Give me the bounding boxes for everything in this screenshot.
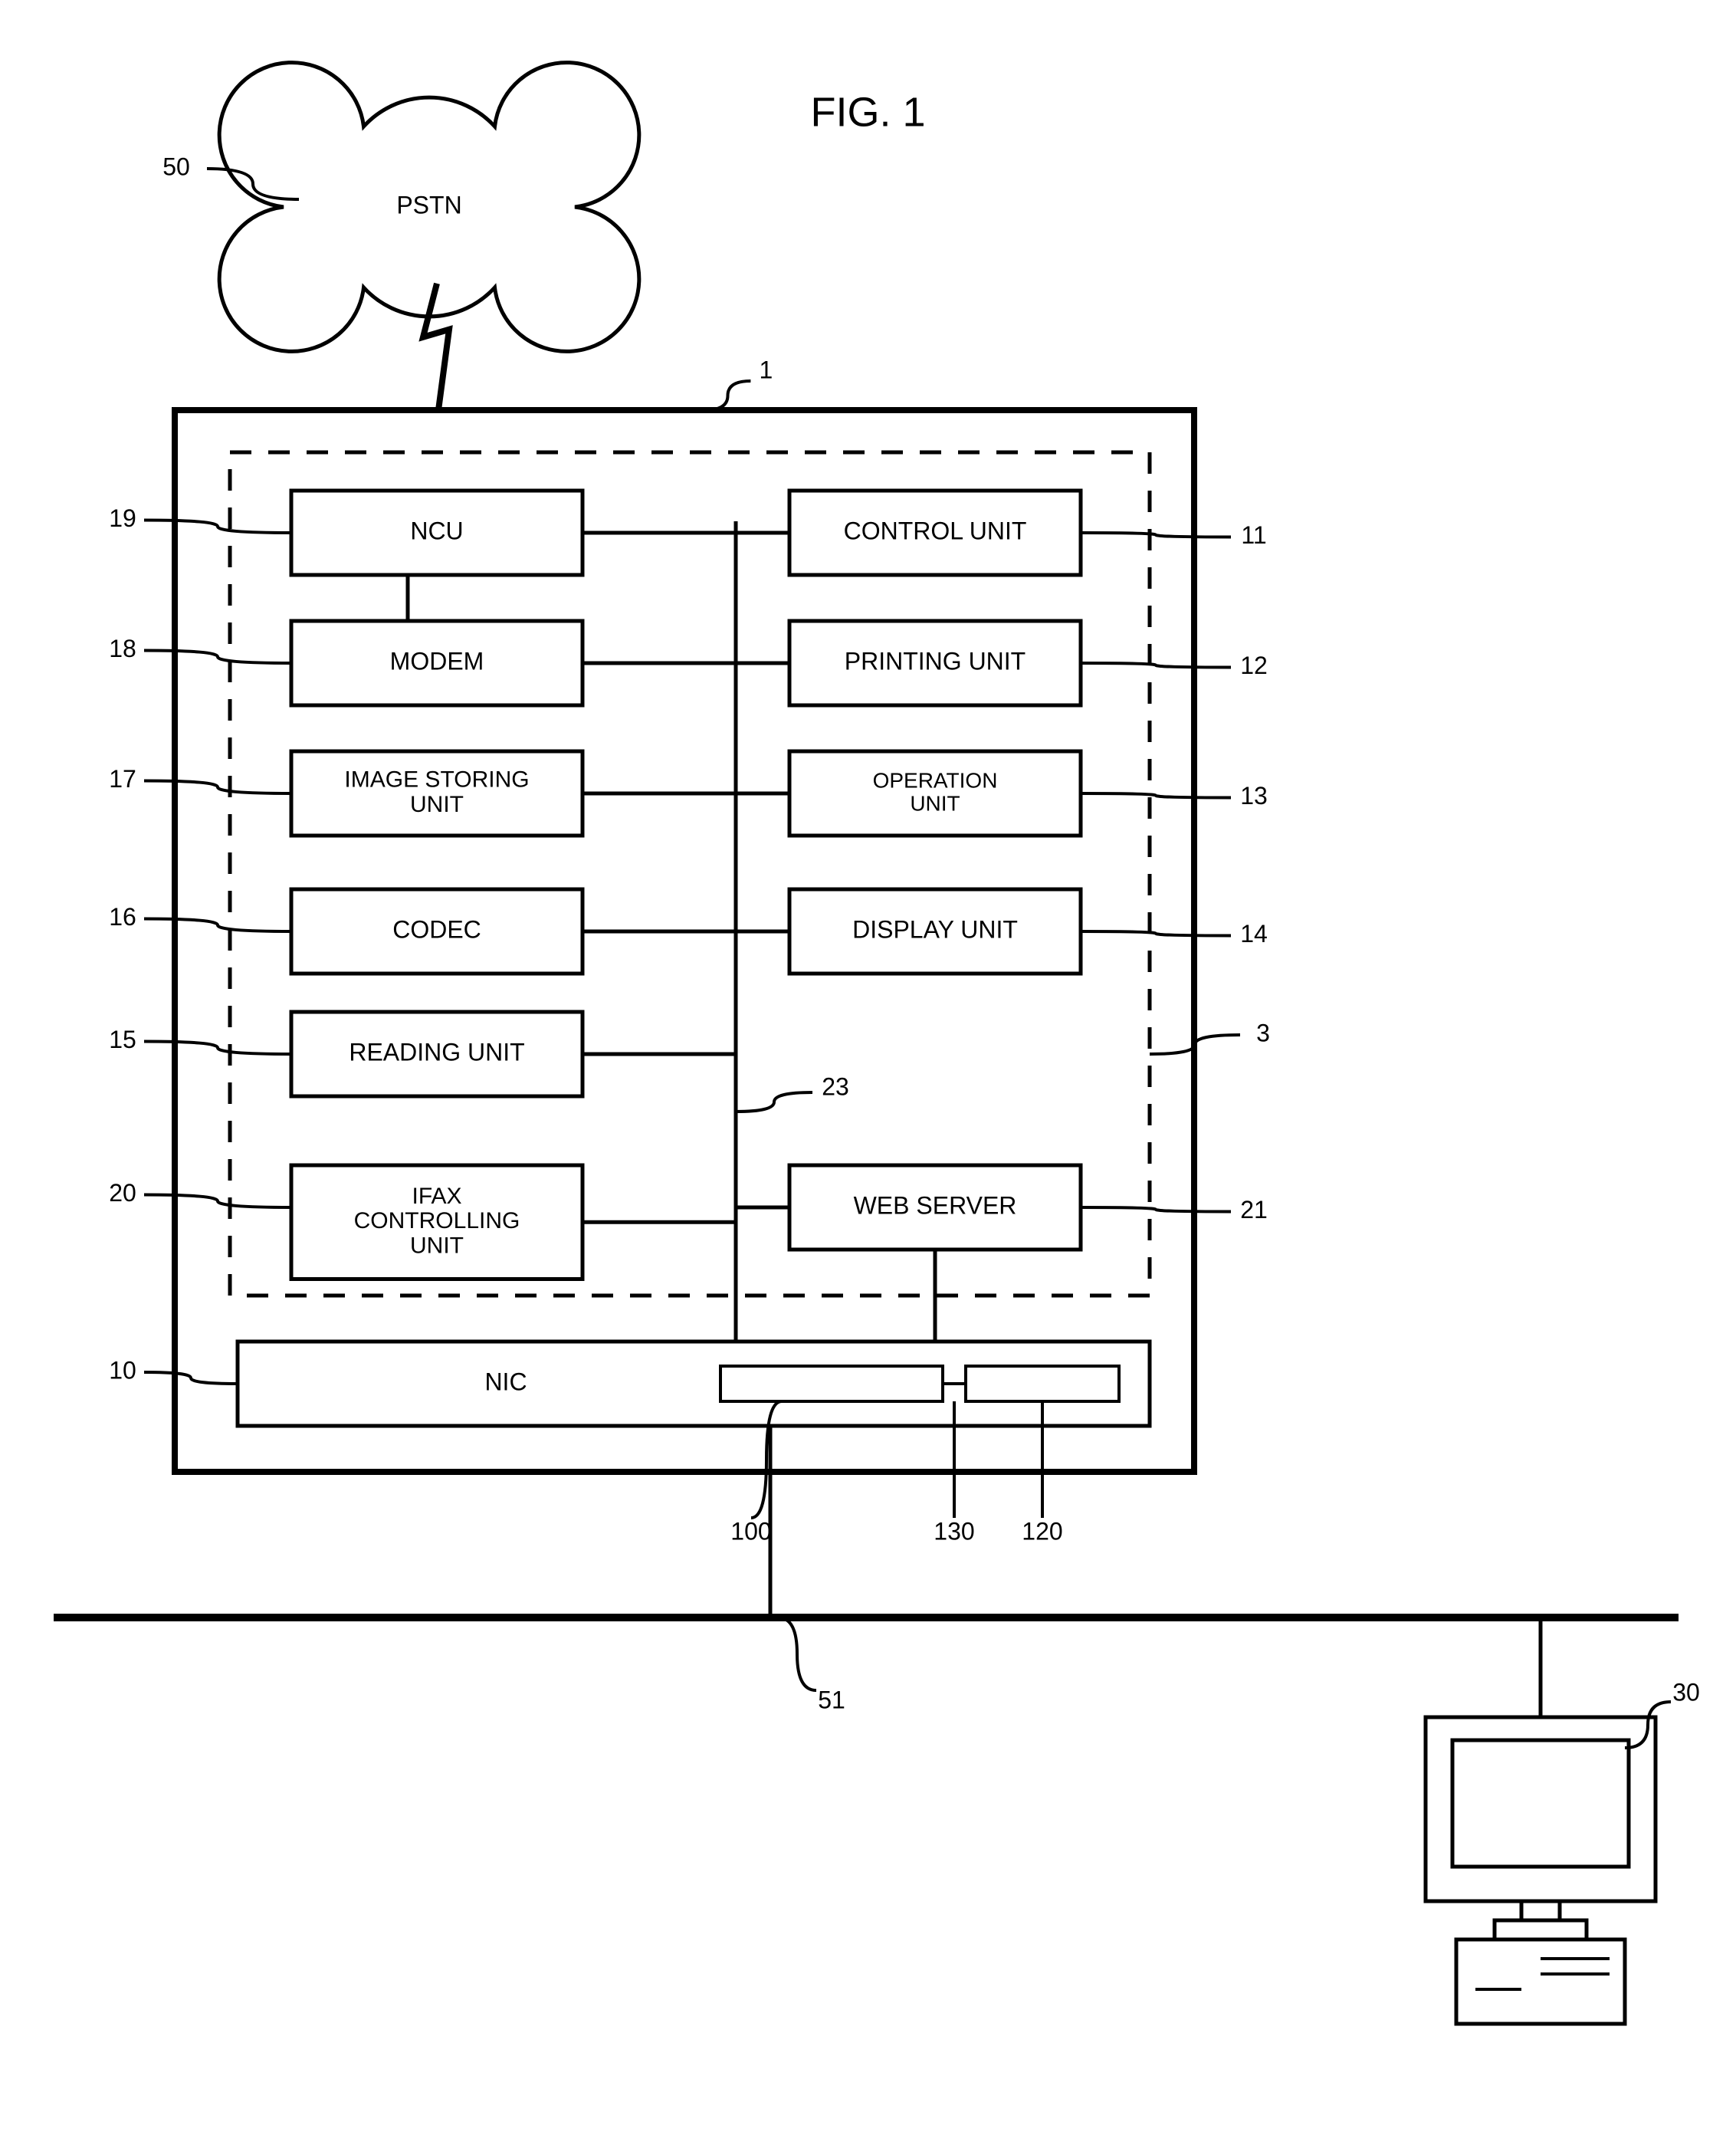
nic-port-b	[966, 1366, 1119, 1401]
ref-15: 15	[109, 1026, 136, 1053]
pc-screen	[1452, 1740, 1629, 1867]
left-block-3-label: CODEC	[392, 915, 481, 943]
figure-title: FIG. 1	[810, 89, 925, 135]
ref-23: 23	[822, 1072, 849, 1100]
right-block-2-label: OPERATION	[873, 768, 998, 792]
ref-10: 10	[109, 1356, 136, 1384]
ref-17: 17	[109, 765, 136, 793]
ref-50: 50	[162, 153, 190, 180]
ref-19: 19	[109, 504, 136, 532]
right-block-2-label: UNIT	[910, 792, 960, 816]
ref-13: 13	[1240, 782, 1268, 810]
pc-neck	[1521, 1901, 1560, 1920]
left-block-1-label: MODEM	[390, 647, 484, 675]
left-block-5-label: UNIT	[410, 1233, 464, 1259]
ref-120: 120	[1022, 1517, 1062, 1545]
pc-base	[1495, 1920, 1587, 1939]
left-block-5-label: CONTROLLING	[354, 1208, 520, 1233]
right-block-3-label: DISPLAY UNIT	[852, 915, 1018, 943]
pc-tower	[1456, 1939, 1625, 2024]
right-block-4-label: WEB SERVER	[854, 1191, 1017, 1219]
right-block-0-label: CONTROL UNIT	[844, 517, 1027, 544]
left-block-4-label: READING UNIT	[349, 1038, 524, 1066]
nic-port-a	[720, 1366, 943, 1401]
ref-18: 18	[109, 635, 136, 662]
ref-30: 30	[1672, 1678, 1700, 1706]
ref-14: 14	[1240, 920, 1268, 948]
ref-16: 16	[109, 903, 136, 931]
nic-label: NIC	[484, 1368, 527, 1395]
ref-21: 21	[1240, 1196, 1268, 1223]
ref-100: 100	[730, 1517, 771, 1545]
ref-11: 11	[1241, 521, 1266, 549]
ref-20: 20	[109, 1179, 136, 1207]
ref-1: 1	[760, 356, 773, 383]
pstn-label: PSTN	[396, 191, 461, 218]
left-block-5-label: IFAX	[412, 1184, 461, 1209]
left-block-0-label: NCU	[410, 517, 463, 544]
ref-51: 51	[818, 1686, 845, 1713]
left-block-2-label: UNIT	[410, 792, 464, 817]
ref-12: 12	[1240, 652, 1268, 679]
right-block-1-label: PRINTING UNIT	[845, 647, 1026, 675]
ref-130: 130	[934, 1517, 974, 1545]
left-block-2-label: IMAGE STORING	[344, 767, 529, 793]
ref-3: 3	[1256, 1019, 1270, 1046]
